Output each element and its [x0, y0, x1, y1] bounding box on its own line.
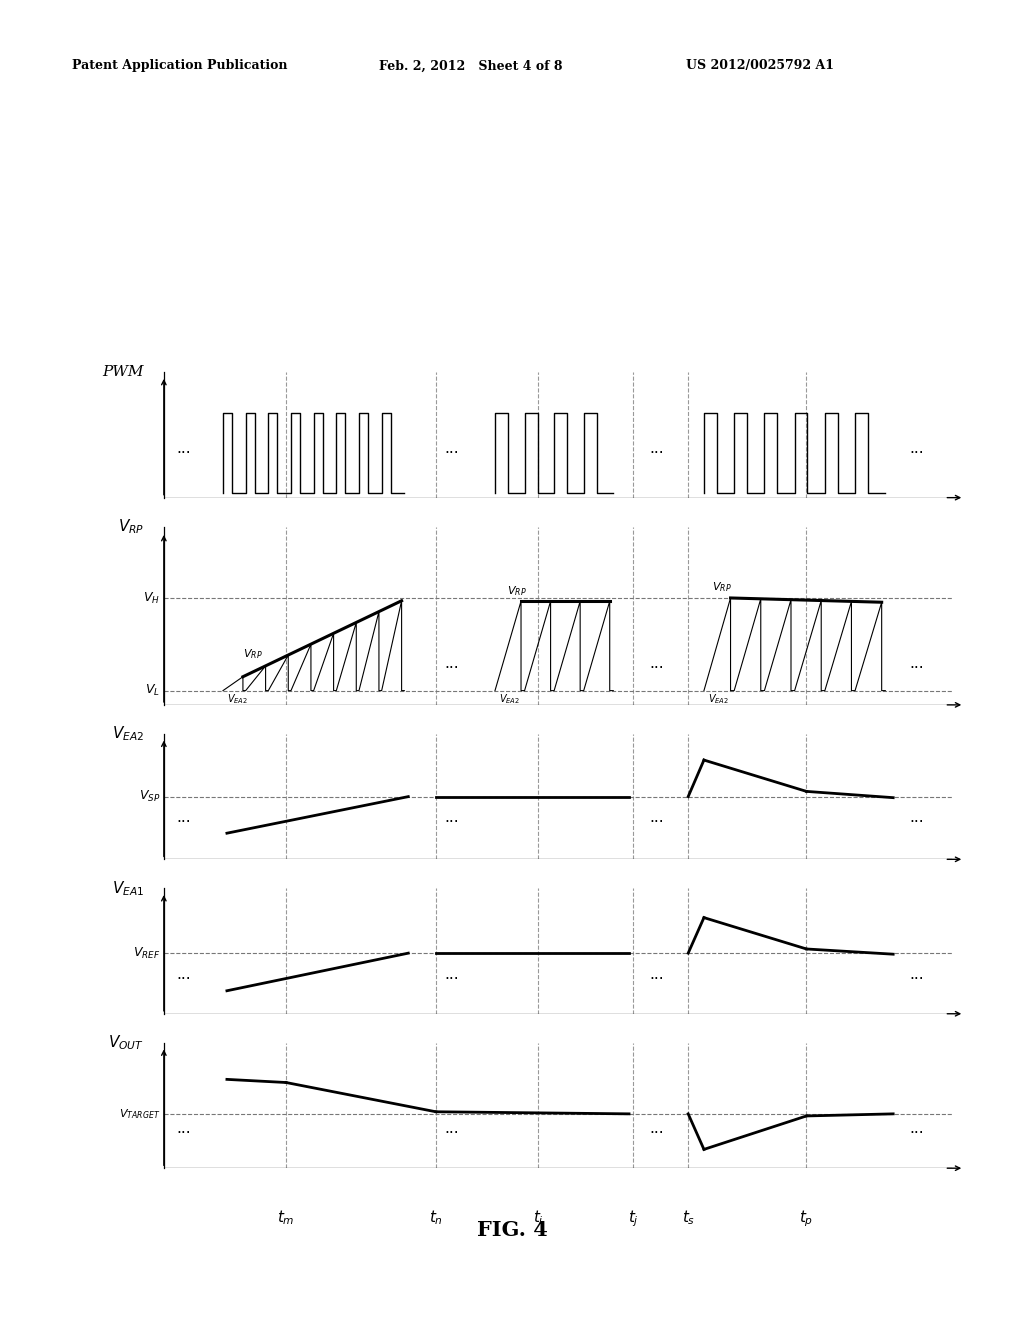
Text: $V_{RP}$: $V_{RP}$ — [118, 517, 144, 536]
Text: $V_{REF}$: $V_{REF}$ — [132, 945, 160, 961]
Text: ...: ... — [176, 441, 190, 455]
Text: Feb. 2, 2012   Sheet 4 of 8: Feb. 2, 2012 Sheet 4 of 8 — [379, 59, 562, 73]
Text: ...: ... — [909, 810, 924, 825]
Text: $V_{EA2}$: $V_{EA2}$ — [708, 692, 729, 706]
Text: $V_{EA2}$: $V_{EA2}$ — [499, 692, 520, 706]
Text: ...: ... — [649, 810, 664, 825]
Text: ...: ... — [176, 810, 190, 825]
Text: ...: ... — [444, 441, 459, 455]
Text: US 2012/0025792 A1: US 2012/0025792 A1 — [686, 59, 835, 73]
Text: $V_{RP}$: $V_{RP}$ — [507, 583, 526, 598]
Text: $V_{RP}$: $V_{RP}$ — [243, 647, 262, 661]
Text: ...: ... — [444, 810, 459, 825]
Text: $t_n$: $t_n$ — [429, 1208, 442, 1228]
Text: ...: ... — [649, 966, 664, 982]
Text: ...: ... — [176, 966, 190, 982]
Text: ...: ... — [909, 441, 924, 455]
Text: $V_{EA1}$: $V_{EA1}$ — [112, 879, 144, 898]
Text: ...: ... — [649, 441, 664, 455]
Text: $t_i$: $t_i$ — [532, 1208, 544, 1228]
Text: $t_p$: $t_p$ — [800, 1208, 813, 1229]
Text: PWM: PWM — [102, 366, 144, 379]
Text: $V_{EA2}$: $V_{EA2}$ — [227, 692, 248, 706]
Text: Patent Application Publication: Patent Application Publication — [72, 59, 287, 73]
Text: ...: ... — [649, 1121, 664, 1137]
Text: $t_s$: $t_s$ — [682, 1208, 695, 1228]
Text: $V_{OUT}$: $V_{OUT}$ — [109, 1034, 144, 1052]
Text: ...: ... — [444, 1121, 459, 1137]
Text: ...: ... — [909, 656, 924, 671]
Text: $V_{RP}$: $V_{RP}$ — [712, 581, 731, 594]
Text: $t_j$: $t_j$ — [628, 1208, 638, 1229]
Text: FIG. 4: FIG. 4 — [476, 1220, 548, 1241]
Text: $V_L$: $V_L$ — [145, 682, 160, 698]
Text: ...: ... — [176, 1121, 190, 1137]
Text: $V_H$: $V_H$ — [143, 590, 160, 606]
Text: ...: ... — [444, 656, 459, 671]
Text: $V_{TARGET}$: $V_{TARGET}$ — [119, 1107, 160, 1121]
Text: ...: ... — [909, 966, 924, 982]
Text: ...: ... — [649, 656, 664, 671]
Text: $t_m$: $t_m$ — [278, 1208, 295, 1228]
Text: $V_{SP}$: $V_{SP}$ — [138, 789, 160, 804]
Text: ...: ... — [909, 1121, 924, 1137]
Text: ...: ... — [444, 966, 459, 982]
Text: $V_{EA2}$: $V_{EA2}$ — [112, 725, 144, 743]
